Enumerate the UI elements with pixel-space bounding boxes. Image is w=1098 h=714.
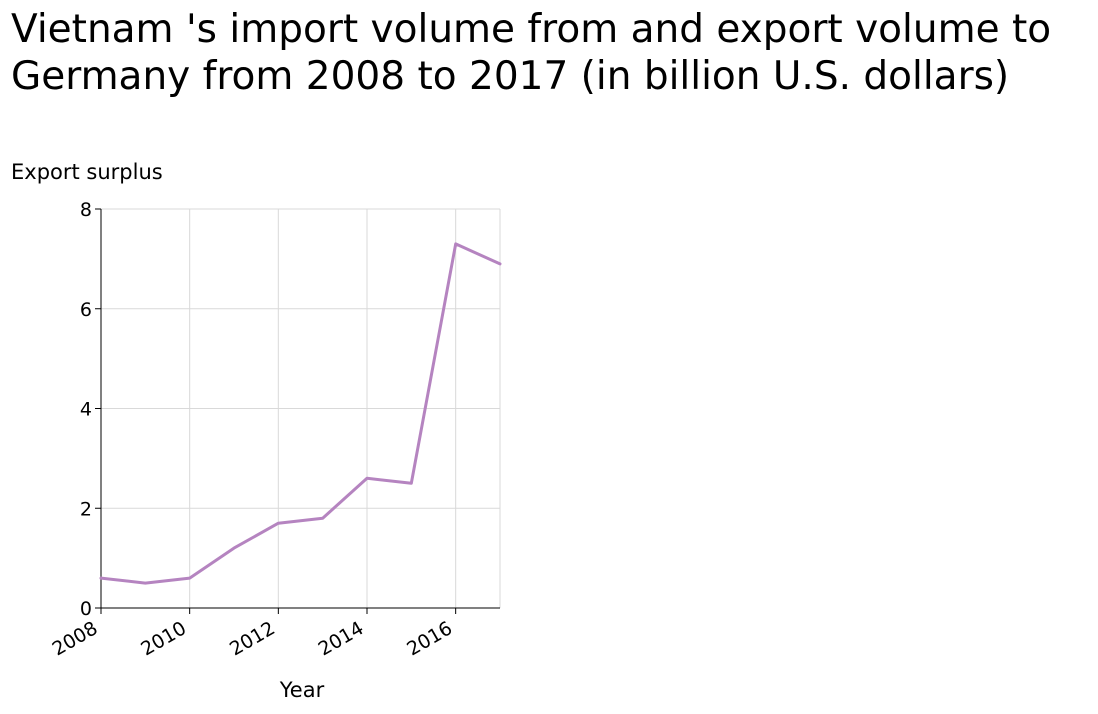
y-axis-label: Export surplus <box>11 160 163 184</box>
y-tick-label-4: 8 <box>80 199 92 221</box>
x-tick-label-2: 2012 <box>226 617 279 660</box>
y-tick-label-0: 0 <box>80 598 92 620</box>
x-axis-label: Year <box>279 678 325 702</box>
y-tick-label-2: 4 <box>80 399 92 421</box>
y-tick-label-3: 6 <box>80 299 92 321</box>
x-tick-label-3: 2014 <box>315 617 368 660</box>
x-tick-label-1: 2010 <box>137 617 190 660</box>
chart-title: Vietnam 's import volume from and export… <box>11 7 1052 99</box>
series-line-0 <box>99 242 502 585</box>
axes <box>95 208 500 614</box>
x-tick-label-0: 2008 <box>49 617 102 660</box>
y-tick-label-1: 2 <box>80 498 92 520</box>
tick-labels: 0 2 4 6 8 2008 2010 2012 2014 2016 <box>49 199 457 661</box>
grid <box>100 208 501 609</box>
series <box>99 242 502 585</box>
x-tick-label-4: 2016 <box>403 617 456 660</box>
